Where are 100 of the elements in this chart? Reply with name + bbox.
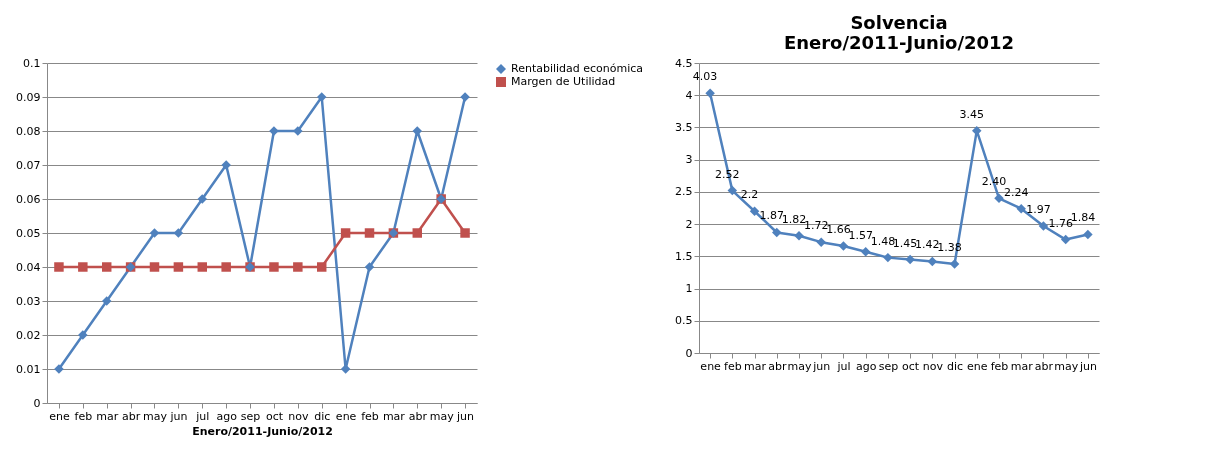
point — [364, 228, 375, 238]
point — [412, 126, 423, 136]
point — [269, 262, 279, 272]
point — [727, 185, 738, 196]
point — [101, 296, 112, 306]
chart-title: Solvencia Enero/2011-Junio/2012 — [783, 12, 1015, 53]
y-tick-label: 0 — [685, 346, 693, 360]
y-tick-label: 0.03 — [16, 294, 41, 308]
y-tick-label: 0.01 — [16, 362, 41, 376]
legend-label: Margen de Utilidad — [511, 75, 616, 88]
point — [705, 88, 715, 99]
point — [197, 262, 208, 272]
y-tick-label: 0.09 — [16, 90, 41, 104]
point — [197, 194, 208, 204]
point — [749, 206, 760, 216]
y-tick-label: 4.5 — [675, 56, 693, 70]
data-label: 4.03 — [692, 70, 718, 84]
x-tick-label: jul — [836, 359, 851, 373]
x-tick-label: ene — [967, 359, 988, 373]
x-tick-label: nov — [922, 359, 944, 373]
y-tick-label: 3.5 — [675, 120, 693, 134]
x-tick-label: feb — [361, 409, 379, 423]
x-tick-label: ene — [335, 409, 357, 423]
point — [364, 262, 375, 272]
point — [860, 247, 871, 257]
x-tick-label: feb — [724, 359, 742, 373]
y-tick-label: 0.05 — [16, 226, 41, 240]
point — [994, 193, 1004, 204]
legend-label: Rentabilidad económica — [511, 62, 644, 75]
x-tick-label: abr — [1034, 359, 1054, 373]
data-label: 1.97 — [1026, 203, 1051, 217]
x-tick-label: dic — [947, 359, 964, 373]
point — [905, 254, 915, 265]
x-axis-title: Enero/2011-Junio/2012 — [192, 424, 333, 438]
y-tick-label: 0.07 — [16, 158, 41, 172]
point — [1083, 229, 1093, 240]
x-tick-label: ene — [700, 359, 722, 373]
x-tick-label: mar — [382, 409, 406, 423]
x-tick-label: sep — [878, 359, 899, 373]
x-tick-label: ene — [49, 409, 70, 423]
x-tick-label: oct — [265, 409, 284, 423]
data-label: 1.76 — [1048, 216, 1073, 230]
point — [883, 252, 893, 263]
y-tick-label: 0.1 — [23, 56, 41, 70]
x-tick-label: jun — [456, 409, 475, 423]
y-tick-label: 2.5 — [675, 185, 693, 199]
point — [173, 262, 184, 272]
point — [78, 262, 88, 272]
x-tick-label: oct — [902, 359, 920, 373]
y-tick-label: 2 — [685, 217, 693, 231]
y-tick-label: 4 — [685, 88, 693, 102]
x-tick-label: feb — [990, 359, 1009, 373]
x-tick-label: jun — [1078, 359, 1097, 373]
x-tick-label: abr — [121, 409, 141, 423]
y-tick-label: 3 — [685, 153, 693, 167]
x-tick-label: jun — [812, 359, 831, 373]
point — [54, 262, 64, 272]
y-tick-label: 1.5 — [675, 249, 693, 263]
y-tick-label: 1 — [685, 282, 693, 296]
data-label: 2.24 — [1003, 185, 1029, 199]
y-tick-label: 0 — [33, 396, 41, 410]
x-tick-label: nov — [288, 409, 309, 423]
point — [412, 228, 423, 238]
point — [293, 262, 303, 272]
x-tick-label: mar — [1010, 359, 1034, 373]
point — [101, 262, 112, 272]
x-tick-label: may — [143, 409, 168, 423]
x-tick-label: may — [1054, 359, 1079, 373]
x-tick-label: ago — [855, 359, 877, 373]
x-tick-label: jun — [169, 409, 188, 423]
y-tick-label: 0.02 — [16, 328, 41, 342]
point — [221, 262, 231, 272]
x-tick-label: may — [429, 409, 455, 423]
point — [460, 228, 470, 238]
x-tick-label: sep — [240, 409, 261, 423]
point — [838, 241, 849, 251]
x-tick-label: dic — [314, 409, 331, 423]
point — [949, 259, 960, 269]
point — [816, 237, 826, 247]
data-label: 2.2 — [740, 188, 759, 202]
point — [340, 228, 351, 238]
x-tick-label: abr — [408, 409, 428, 423]
point — [1060, 234, 1071, 245]
y-tick-label: 0.08 — [16, 124, 41, 138]
x-tick-label: feb — [74, 409, 93, 423]
x-tick-label: ago — [216, 409, 238, 423]
point — [340, 364, 351, 374]
x-tick-label: abr — [768, 359, 787, 373]
point — [149, 262, 160, 272]
point — [794, 230, 804, 241]
point — [1016, 203, 1026, 214]
point — [173, 228, 184, 238]
y-tick-label: 0.5 — [675, 314, 693, 328]
y-tick-label: 0.04 — [16, 260, 41, 274]
x-tick-label: may — [787, 359, 812, 373]
x-tick-label: mar — [96, 409, 119, 423]
point — [316, 92, 327, 102]
data-label: 3.45 — [959, 107, 985, 121]
x-tick-label: jul — [195, 409, 210, 423]
point — [772, 227, 782, 238]
